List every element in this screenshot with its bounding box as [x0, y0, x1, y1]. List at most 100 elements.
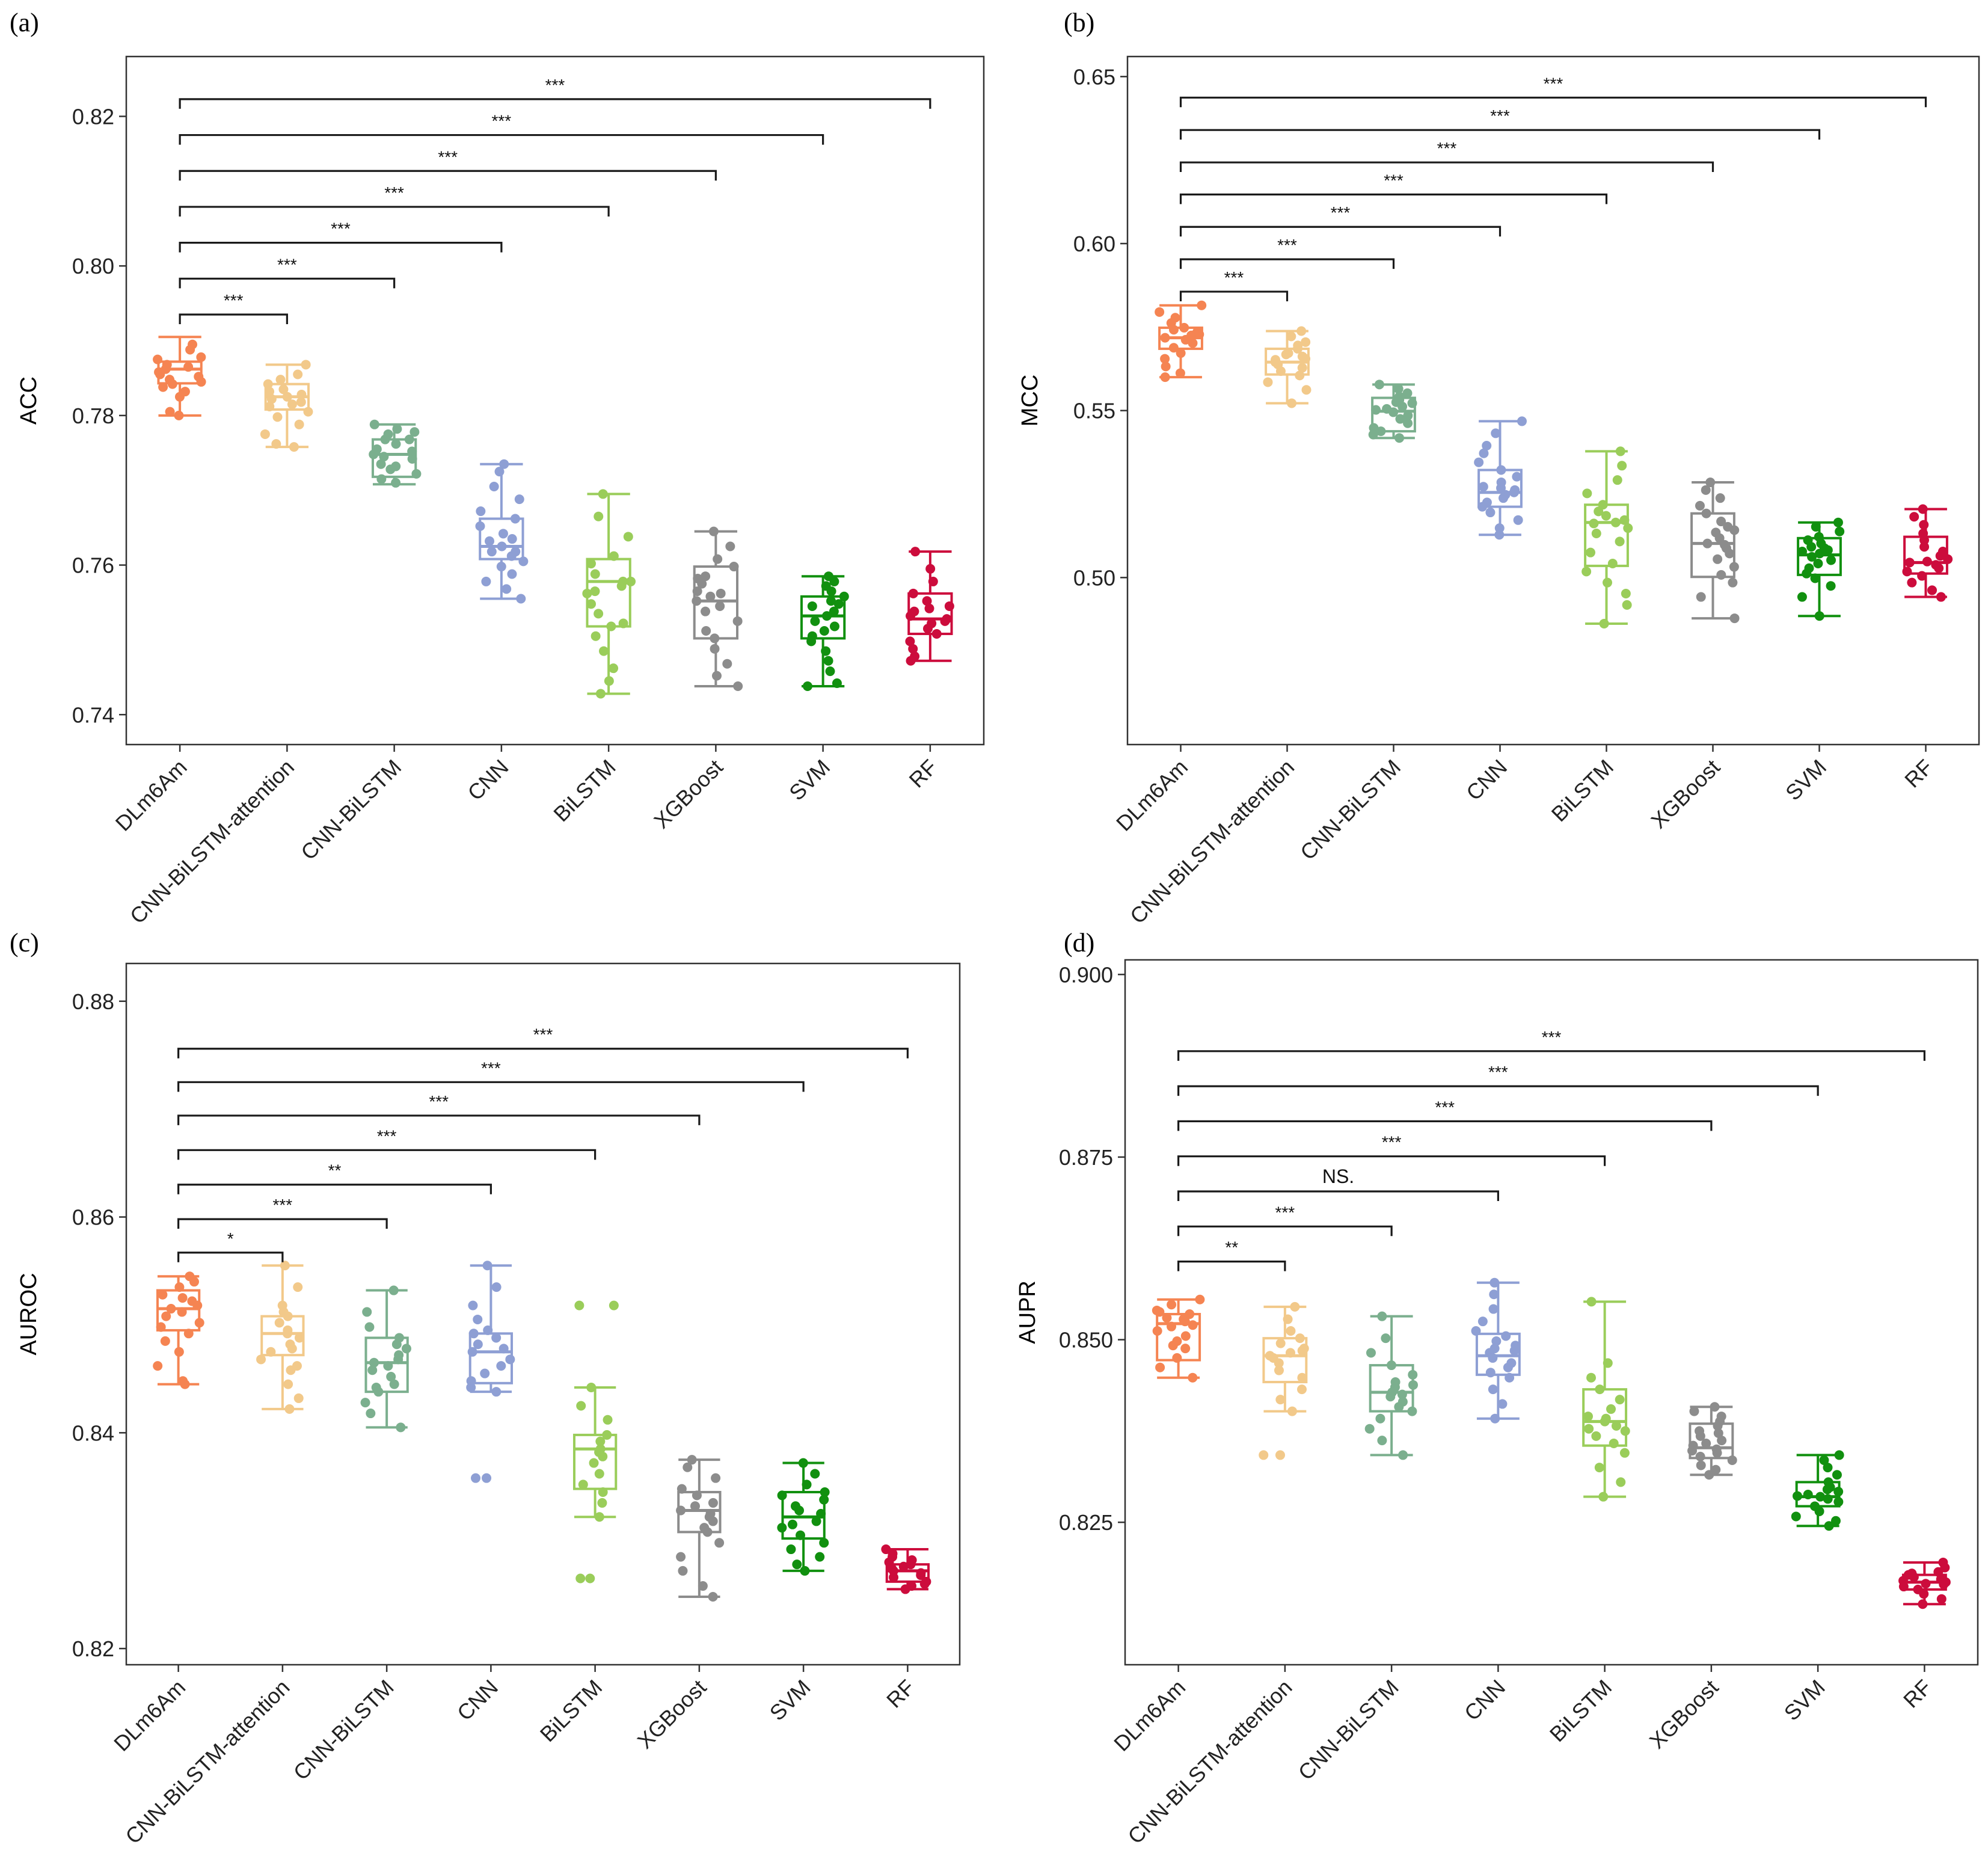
- data-point: [1823, 1463, 1833, 1473]
- data-point: [687, 1455, 697, 1465]
- data-point: [473, 1314, 483, 1324]
- data-point: [483, 1325, 493, 1335]
- data-point: [710, 633, 720, 644]
- data-point: [1834, 1450, 1844, 1460]
- bracket-line: [179, 170, 717, 181]
- data-point: [1820, 543, 1830, 553]
- data-point: [1297, 1372, 1307, 1383]
- data-point: [1376, 426, 1386, 437]
- y-tick-label: 0.78: [72, 404, 114, 428]
- data-point: [1833, 517, 1843, 527]
- significance-label: ***: [1331, 203, 1351, 222]
- data-point: [1620, 1426, 1630, 1436]
- data-point: [906, 656, 916, 666]
- data-point: [1168, 1341, 1178, 1351]
- data-point: [1919, 1589, 1929, 1599]
- data-point: [908, 644, 918, 654]
- data-point: [582, 588, 592, 598]
- data-point: [266, 394, 277, 404]
- data-point: [396, 1422, 406, 1433]
- panel-a: (a) 0.74 0.76 0.78 0.80 0.82 ACC DLm6Am CNN-BiL…: [0, 0, 994, 931]
- data-point: [606, 621, 616, 631]
- data-point: [1696, 592, 1706, 602]
- data-point: [1583, 1412, 1593, 1422]
- data-point: [1833, 1487, 1844, 1497]
- significance-bracket: ***: [1179, 74, 1927, 108]
- data-point: [1286, 1326, 1296, 1336]
- data-point: [711, 1473, 721, 1483]
- data-point: [905, 636, 915, 647]
- data-point: [1815, 1492, 1826, 1502]
- significance-bracket: ***: [1179, 236, 1395, 269]
- data-point: [502, 584, 512, 594]
- data-point: [710, 644, 720, 654]
- data-point: [594, 609, 604, 619]
- data-point: [466, 1382, 476, 1392]
- data-point: [693, 573, 703, 583]
- data-point: [1919, 542, 1930, 552]
- significance-bracket: ***: [179, 220, 503, 253]
- data-point: [1617, 461, 1627, 471]
- data-point: [158, 382, 168, 392]
- data-point: [188, 339, 198, 349]
- data-point: [160, 1336, 170, 1346]
- significance-bracket: ***: [179, 183, 610, 217]
- data-point: [1729, 562, 1739, 572]
- data-point: [1594, 1463, 1604, 1473]
- bracket-line: [1177, 1155, 1606, 1166]
- x-tick-label: DLm6Am: [109, 1675, 190, 1756]
- significance-bracket: ***: [1177, 1028, 1925, 1061]
- data-point: [1589, 518, 1599, 529]
- data-point: [701, 571, 711, 582]
- data-point: [485, 536, 495, 546]
- data-point: [497, 541, 507, 552]
- data-point: [496, 562, 506, 572]
- y-axis-label: MCC: [1017, 375, 1043, 427]
- data-point: [1160, 333, 1170, 343]
- data-point: [1285, 1348, 1295, 1358]
- data-point: [1586, 547, 1596, 558]
- data-point: [1902, 567, 1912, 577]
- data-point: [1511, 1341, 1521, 1351]
- data-point: [678, 1565, 688, 1576]
- data-point: [376, 459, 386, 469]
- data-point: [489, 482, 499, 491]
- x-tick-label: DLm6Am: [1109, 1675, 1190, 1756]
- data-point: [806, 636, 817, 647]
- data-point: [379, 452, 389, 462]
- x-tick-label: BiLSTM: [548, 755, 621, 827]
- data-point: [196, 352, 206, 362]
- significance-bracket: **: [1177, 1238, 1286, 1271]
- data-point: [1491, 428, 1501, 438]
- data-point: [386, 1372, 396, 1382]
- significance-bracket: ***: [1177, 1203, 1393, 1237]
- data-point: [598, 1487, 608, 1497]
- data-point: [272, 412, 283, 422]
- data-point: [796, 1530, 806, 1540]
- data-point: [821, 611, 832, 621]
- y-tick-label: 0.82: [72, 1636, 114, 1661]
- data-point: [1386, 1360, 1396, 1371]
- data-point: [839, 591, 849, 601]
- bracket-line: [1179, 290, 1289, 301]
- data-point: [1287, 1406, 1297, 1416]
- panel-b: (b) 0.50 0.55 0.60 0.65 MCC DLm6Am CNN-BiLSTM-…: [994, 0, 1988, 931]
- bracket-line: [1179, 129, 1821, 140]
- data-point: [467, 1347, 477, 1357]
- significance-label: ***: [1224, 268, 1244, 287]
- data-point: [410, 427, 420, 437]
- data-point: [815, 1552, 825, 1562]
- data-point: [1710, 1402, 1720, 1412]
- data-point: [777, 1523, 787, 1533]
- data-point: [1832, 1470, 1842, 1480]
- data-point: [294, 419, 304, 429]
- y-tick-label: 0.76: [72, 553, 114, 578]
- data-point: [807, 601, 817, 611]
- data-point: [1259, 1450, 1269, 1460]
- significance-bracket: ***: [177, 1058, 805, 1092]
- data-point: [278, 384, 289, 395]
- significance-bracket: *: [177, 1229, 284, 1262]
- data-point: [1194, 330, 1204, 340]
- data-point: [407, 446, 417, 456]
- x-tick-label: BiLSTM: [535, 1675, 607, 1747]
